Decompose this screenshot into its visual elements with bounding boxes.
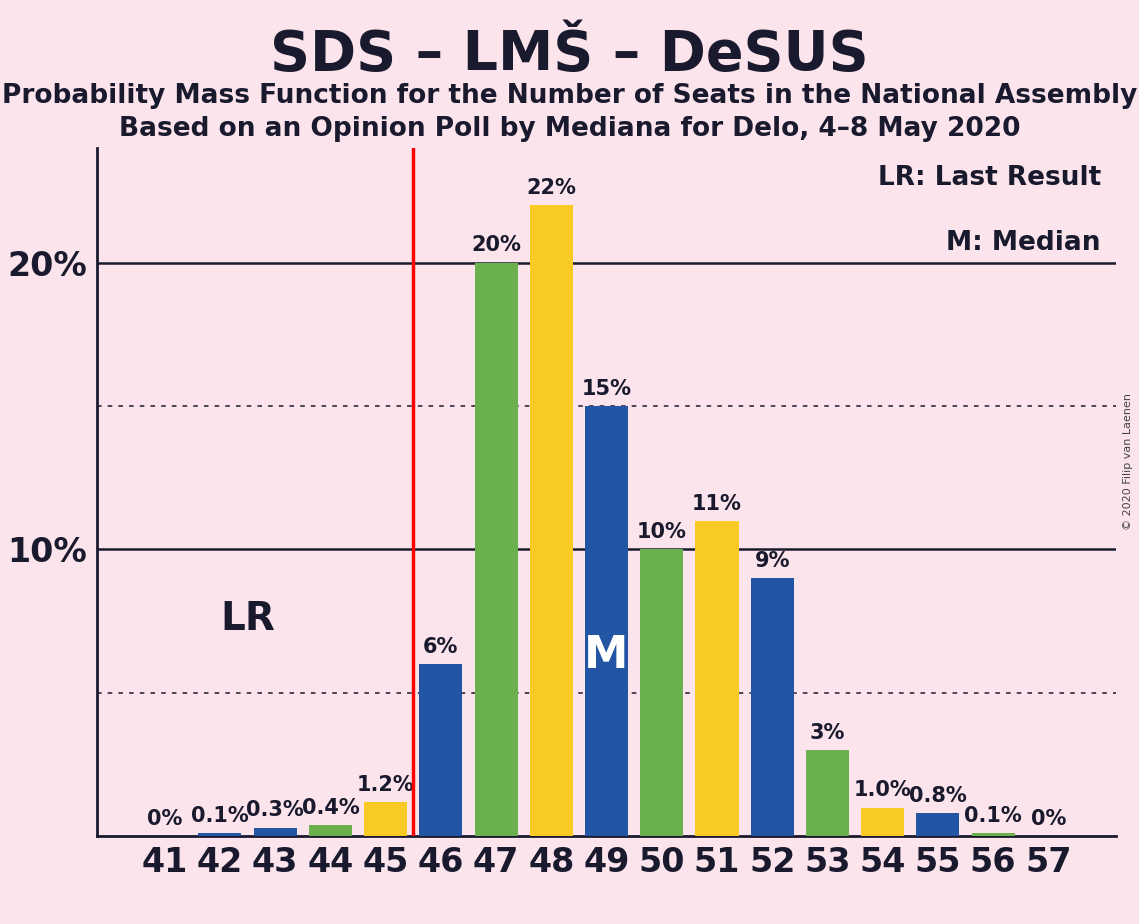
Text: 0.1%: 0.1% (191, 806, 248, 826)
Text: 3%: 3% (810, 723, 845, 743)
Text: SDS – LMŠ – DeSUS: SDS – LMŠ – DeSUS (270, 28, 869, 81)
Text: 1.0%: 1.0% (854, 781, 911, 800)
Bar (696, 521, 738, 836)
Text: 6%: 6% (424, 637, 459, 657)
Text: 15%: 15% (582, 379, 631, 399)
Text: 22%: 22% (526, 178, 576, 198)
Text: Probability Mass Function for the Number of Seats in the National Assembly: Probability Mass Function for the Number… (2, 83, 1137, 109)
Text: 0.3%: 0.3% (246, 800, 304, 821)
Text: Based on an Opinion Poll by Mediana for Delo, 4–8 May 2020: Based on an Opinion Poll by Mediana for … (118, 116, 1021, 141)
Bar (364, 802, 407, 836)
Text: 10%: 10% (637, 522, 687, 542)
Bar (309, 825, 352, 836)
Text: 0.8%: 0.8% (909, 786, 967, 806)
Text: M: M (584, 634, 629, 677)
Text: © 2020 Filip van Laenen: © 2020 Filip van Laenen (1123, 394, 1132, 530)
Bar (198, 833, 241, 836)
Text: 0%: 0% (147, 809, 182, 829)
Text: 1.2%: 1.2% (357, 774, 415, 795)
Text: LR: LR (220, 601, 274, 638)
Bar (530, 205, 573, 836)
Text: 11%: 11% (693, 493, 741, 514)
Bar (475, 262, 517, 836)
Text: 20%: 20% (472, 236, 521, 255)
Text: 9%: 9% (754, 551, 790, 571)
Bar (751, 578, 794, 836)
Bar (585, 406, 628, 836)
Text: M: Median: M: Median (947, 230, 1101, 257)
Text: LR: Last Result: LR: Last Result (878, 165, 1101, 191)
Bar (419, 664, 462, 836)
Bar (972, 833, 1015, 836)
Bar (917, 813, 959, 836)
Bar (254, 828, 296, 836)
Bar (640, 550, 683, 836)
Text: 0.1%: 0.1% (965, 806, 1022, 826)
Text: 0.4%: 0.4% (302, 797, 359, 818)
Bar (861, 808, 904, 836)
Bar (806, 750, 849, 836)
Text: 0%: 0% (1031, 809, 1066, 829)
